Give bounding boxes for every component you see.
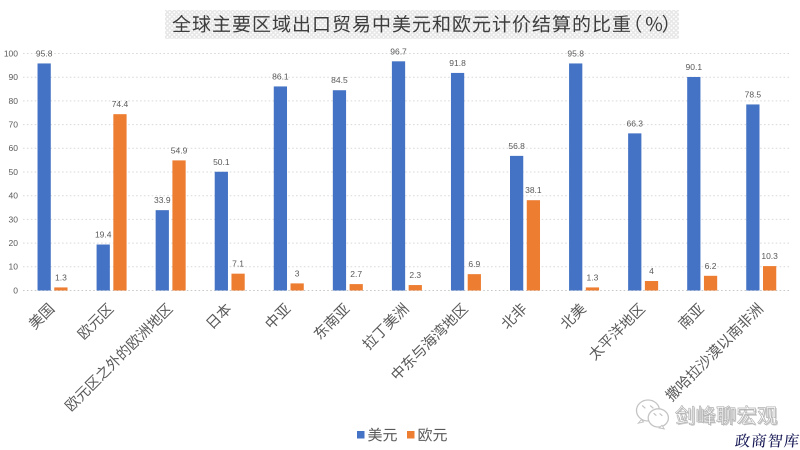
svg-text:80: 80 — [9, 96, 19, 106]
svg-text:10: 10 — [9, 262, 19, 272]
svg-text:40: 40 — [9, 191, 19, 201]
svg-text:10.3: 10.3 — [761, 251, 778, 261]
svg-text:3: 3 — [295, 268, 300, 278]
svg-text:96.7: 96.7 — [390, 46, 407, 56]
svg-text:19.4: 19.4 — [95, 230, 112, 240]
svg-text:78.5: 78.5 — [745, 89, 762, 99]
svg-text:66.3: 66.3 — [626, 118, 643, 128]
svg-text:20: 20 — [9, 238, 19, 248]
svg-text:30: 30 — [9, 214, 19, 224]
svg-text:86.1: 86.1 — [272, 71, 289, 81]
svg-text:74.4: 74.4 — [112, 99, 129, 109]
svg-text:90: 90 — [9, 72, 19, 82]
svg-text:7.1: 7.1 — [232, 259, 244, 269]
svg-text:38.1: 38.1 — [525, 185, 542, 195]
svg-text:1.3: 1.3 — [55, 272, 67, 282]
svg-text:84.5: 84.5 — [331, 75, 348, 85]
svg-text:56.8: 56.8 — [508, 141, 525, 151]
svg-text:2.7: 2.7 — [350, 269, 362, 279]
svg-text:95.8: 95.8 — [36, 48, 53, 58]
svg-text:2.3: 2.3 — [409, 270, 421, 280]
svg-text:70: 70 — [9, 120, 19, 130]
svg-text:54.9: 54.9 — [171, 145, 188, 155]
svg-text:6.9: 6.9 — [468, 259, 480, 269]
svg-text:60: 60 — [9, 143, 19, 153]
svg-text:50.1: 50.1 — [213, 157, 230, 167]
svg-text:90.1: 90.1 — [686, 62, 703, 72]
svg-text:50: 50 — [9, 167, 19, 177]
svg-text:4: 4 — [649, 266, 654, 276]
svg-text:6.2: 6.2 — [705, 261, 717, 271]
svg-text:33.9: 33.9 — [154, 195, 171, 205]
svg-text:1.3: 1.3 — [587, 272, 599, 282]
svg-text:91.8: 91.8 — [449, 58, 466, 68]
svg-text:100: 100 — [4, 48, 18, 58]
svg-text:95.8: 95.8 — [567, 48, 584, 58]
svg-text:0: 0 — [13, 285, 18, 295]
